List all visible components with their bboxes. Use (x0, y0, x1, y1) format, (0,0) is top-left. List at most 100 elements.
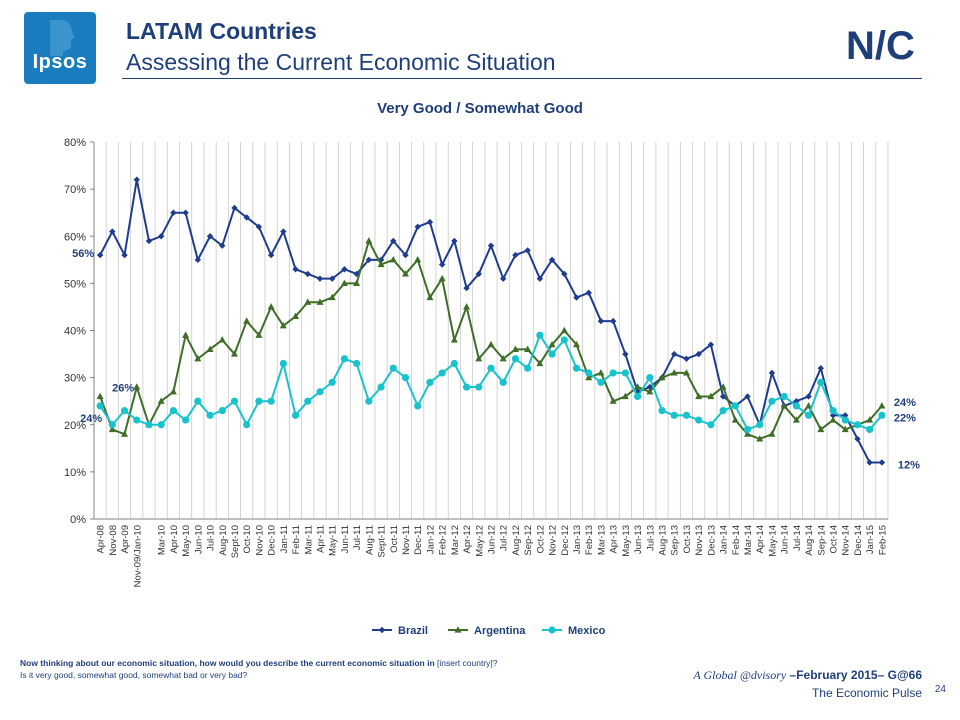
y-tick-label: 0% (70, 514, 86, 526)
argentina-point (597, 369, 605, 376)
argentina-point (121, 430, 129, 437)
mexico-point (609, 369, 617, 377)
argentina-point (182, 331, 190, 338)
argentina-point (426, 293, 434, 301)
mexico-point (853, 421, 862, 429)
brazil-point (744, 393, 751, 400)
mexico-point (548, 350, 556, 358)
argentina-point (389, 256, 397, 263)
x-tick-label: Sep-12 (523, 525, 534, 556)
argentina-point (719, 383, 727, 390)
mexico-point (475, 383, 483, 391)
x-tick-label: May-14 (767, 525, 778, 557)
argentina-point (365, 237, 373, 244)
mexico-point (377, 383, 385, 391)
x-tick-label: Mar-12 (450, 525, 461, 555)
mexico-point (328, 378, 336, 386)
line-chart: 0%10%20%30%40%50%60%70%80%Apr-08 Nov-08 Ap… (64, 137, 920, 637)
x-tick-label: Oct-12 (535, 525, 546, 554)
mexico-point (597, 378, 605, 386)
mexico-point (792, 402, 800, 410)
brazil-point (548, 256, 556, 264)
survey-question: Now thinking about our economic situatio… (20, 657, 497, 681)
mexico-point (707, 421, 715, 429)
brazil-point (145, 237, 153, 245)
mexico-point (572, 364, 581, 372)
mexico-point (621, 369, 629, 377)
economic-pulse-label: The Economic Pulse (811, 686, 922, 700)
mexico-point (414, 402, 422, 410)
x-tick-label: Jun-14 (780, 525, 791, 554)
argentina-point (316, 298, 324, 305)
argentina-point (487, 340, 495, 348)
x-tick-label: Nov-13 (694, 525, 705, 556)
x-tick-label: May-13 (621, 525, 632, 557)
mexico-point (169, 407, 177, 415)
brazil-point (157, 233, 165, 240)
x-tick-label: Apr-13 (609, 525, 620, 554)
advisory-date: –February 2015– G@66 (786, 668, 922, 682)
brazil-point (854, 435, 861, 443)
x-tick-label: Jul-12 (499, 525, 510, 551)
mexico-point (743, 425, 752, 434)
brazil-point (609, 317, 617, 325)
question-bracket: [insert country]? (434, 658, 498, 668)
x-tick-label: Jan-11 (279, 525, 290, 553)
brazil-point (426, 218, 434, 226)
x-tick-label: Apr-14 (755, 525, 766, 554)
ipsos-logo: Ipsos (24, 12, 96, 84)
argentina-point (169, 387, 177, 395)
mexico-point (145, 421, 153, 429)
data-label: 26% (112, 382, 134, 394)
x-tick-label: Feb-14 (731, 525, 742, 555)
argentina-point (670, 369, 678, 376)
mexico-point (524, 364, 532, 372)
argentina-point (206, 345, 214, 352)
x-tick-label: Feb-15 (877, 525, 888, 555)
argentina-point (646, 387, 654, 395)
mexico-point (536, 331, 544, 339)
mexico-point (878, 411, 886, 419)
x-tick-label: Mar-11 (303, 525, 314, 554)
brazil-point (768, 369, 776, 377)
question-options: Is it very good, somewhat good, somewhat… (20, 670, 248, 680)
x-tick-label: Mar-13 (596, 525, 607, 555)
argentina-point (573, 340, 581, 348)
brazil-point (121, 251, 128, 259)
brazil-point (182, 209, 189, 216)
data-label: 24% (80, 413, 102, 425)
x-tick-label: Jun-10 (193, 525, 204, 554)
x-tick-label: Jul-14 (792, 525, 803, 551)
brazil-point (683, 355, 690, 362)
argentina-point (340, 279, 348, 286)
brazil-point (536, 275, 544, 282)
mexico-point (731, 402, 739, 410)
y-tick-label: 50% (64, 278, 86, 290)
x-tick-label: Apr-10 (169, 525, 180, 554)
mexico-point (817, 378, 825, 386)
brazil-point (414, 223, 421, 231)
argentina-point (414, 256, 422, 263)
brazil-point (646, 383, 653, 391)
mexico-point (365, 397, 373, 405)
argentina-point (292, 312, 300, 319)
argentina-point (866, 416, 874, 423)
argentina-point (878, 402, 886, 409)
mexico-point (194, 397, 202, 405)
argentina-point (756, 435, 764, 442)
brazil-point (561, 270, 568, 278)
brazil-point (255, 223, 263, 231)
mexico-point (120, 407, 129, 415)
mexico-point (633, 392, 642, 401)
argentina-point (560, 326, 568, 334)
series-line-argentina (99, 238, 883, 440)
brazil-point (585, 289, 592, 296)
brazil-point (878, 459, 886, 466)
mexico-point (805, 411, 813, 419)
mexico-point (267, 397, 275, 405)
brazil-point (280, 228, 287, 235)
x-tick-label: Feb-12 (438, 525, 449, 555)
brazil-point (500, 275, 507, 282)
y-tick-label: 80% (64, 137, 86, 149)
page-title: LATAM Countries (126, 18, 317, 44)
